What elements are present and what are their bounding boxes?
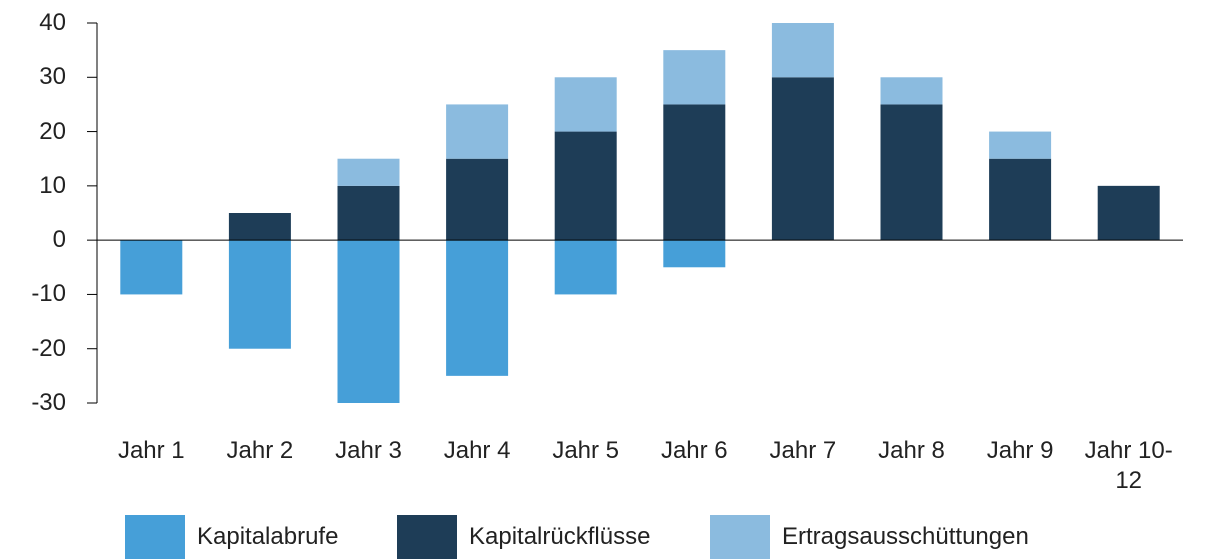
y-tick-label: 10 [39,171,66,199]
x-tick-label: Jahr 4 [443,437,511,464]
bar [989,131,1052,159]
x-tick-label: Jahr 7 [769,437,837,464]
y-tick-label: -10 [31,280,66,308]
bar [771,77,834,241]
x-tick-label: Jahr 3 [335,437,402,464]
bar [337,158,400,186]
bar [663,104,726,241]
bar [554,131,617,241]
bar [228,240,291,349]
x-tick-label: Jahr 2 [226,437,294,464]
bar [880,77,943,105]
bar [771,23,834,78]
x-tick-label: Jahr 1 [117,437,185,464]
bar [554,77,617,132]
y-tick-label: 0 [52,226,66,254]
bar [446,240,509,376]
bar [228,213,291,241]
y-tick-label: -30 [31,389,66,416]
x-tick-label: Jahr 6 [660,437,728,464]
x-tick-label: Jahr 5 [552,437,620,464]
bar [446,158,509,241]
bar [554,240,617,295]
legend-label: Kapitalrückflüsse [469,523,651,550]
y-tick-label: 20 [39,117,66,145]
y-tick-label: 40 [39,9,66,36]
bar [989,158,1052,241]
bar [120,240,183,295]
bar [337,240,400,403]
bar [337,185,400,241]
bar [446,104,509,159]
legend-swatch [125,515,185,559]
y-tick-label: -20 [31,334,66,362]
x-tick-label: Jahr 8 [878,437,945,464]
x-tick-label: Jahr 9 [986,437,1054,464]
bar [1097,185,1160,241]
legend-label: Kapitalabrufe [197,523,339,550]
bar [880,104,943,241]
bar [663,50,726,105]
x-tick-label: Jahr 10-12 [1084,437,1173,494]
legend-swatch [397,515,457,559]
y-tick-label: 30 [39,63,66,91]
legend-swatch [710,515,770,559]
bar [663,240,726,268]
legend-label: Ertragsausschüttungen [782,523,1029,550]
